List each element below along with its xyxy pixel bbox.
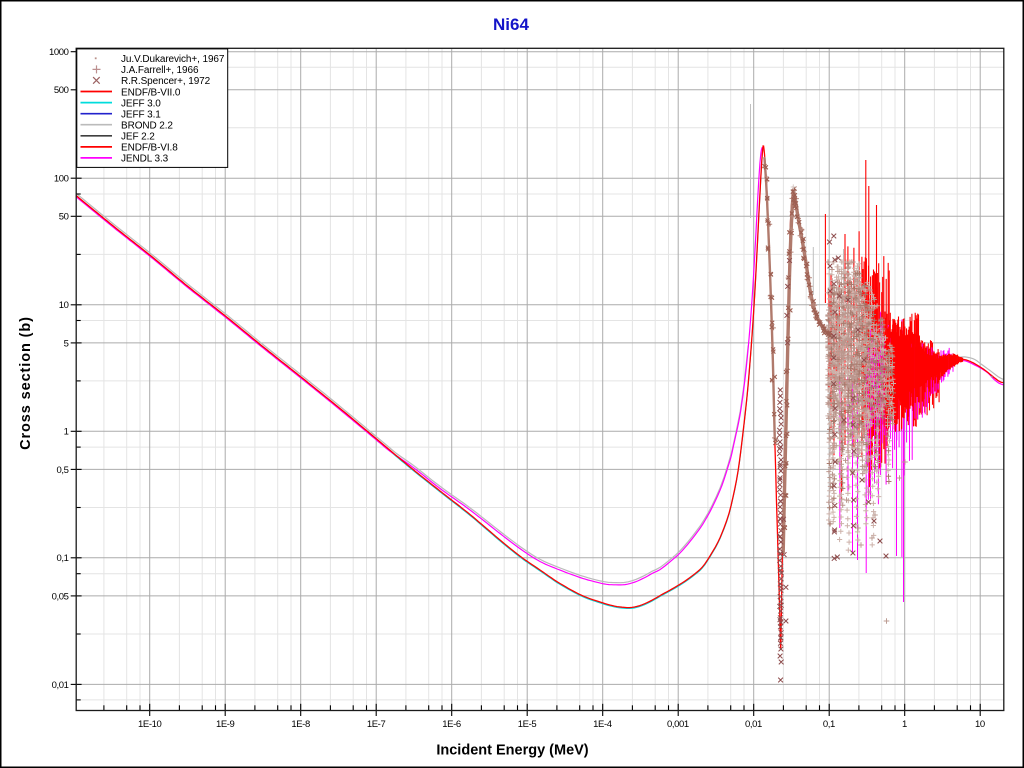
svg-text:10: 10 bbox=[975, 719, 985, 730]
svg-text:ENDF/B-VI.8: ENDF/B-VI.8 bbox=[121, 143, 178, 154]
svg-text:1E-6: 1E-6 bbox=[442, 719, 461, 730]
svg-text:0,01: 0,01 bbox=[52, 680, 69, 691]
svg-text:100: 100 bbox=[54, 174, 69, 185]
svg-text:1E-10: 1E-10 bbox=[138, 719, 161, 730]
svg-text:0,1: 0,1 bbox=[823, 719, 835, 730]
svg-text:JEF 2.2: JEF 2.2 bbox=[121, 132, 155, 143]
svg-text:1E-8: 1E-8 bbox=[291, 719, 310, 730]
svg-text:0,1: 0,1 bbox=[56, 553, 68, 564]
svg-text:1E-4: 1E-4 bbox=[593, 719, 612, 730]
svg-text:Ni64: Ni64 bbox=[493, 15, 529, 34]
svg-text:JENDL 3.3: JENDL 3.3 bbox=[121, 154, 169, 165]
svg-text:500: 500 bbox=[54, 85, 69, 96]
svg-text:Incident Energy (MeV): Incident Energy (MeV) bbox=[436, 743, 588, 759]
svg-text:R.R.Spencer+, 1972: R.R.Spencer+, 1972 bbox=[121, 76, 211, 87]
svg-text:1E-5: 1E-5 bbox=[518, 719, 537, 730]
svg-text:1: 1 bbox=[64, 427, 69, 438]
svg-text:1E-7: 1E-7 bbox=[367, 719, 386, 730]
svg-text:ENDF/B-VII.0: ENDF/B-VII.0 bbox=[121, 87, 181, 98]
svg-text:1000: 1000 bbox=[49, 47, 69, 58]
svg-text:Cross section (b): Cross section (b) bbox=[18, 316, 34, 450]
svg-text:0,01: 0,01 bbox=[745, 719, 762, 730]
svg-text:5: 5 bbox=[64, 338, 69, 349]
svg-text:JEFF 3.0: JEFF 3.0 bbox=[121, 98, 161, 109]
svg-text:0,5: 0,5 bbox=[56, 465, 68, 476]
svg-text:50: 50 bbox=[59, 212, 69, 223]
svg-text:0,05: 0,05 bbox=[52, 591, 69, 602]
svg-text:J.A.Farrell+, 1966: J.A.Farrell+, 1966 bbox=[121, 65, 199, 76]
svg-text:BROND 2.2: BROND 2.2 bbox=[121, 121, 173, 132]
svg-text:1: 1 bbox=[902, 719, 907, 730]
svg-text:Ju.V.Dukarevich+, 1967: Ju.V.Dukarevich+, 1967 bbox=[121, 54, 225, 65]
svg-text:1E-9: 1E-9 bbox=[216, 719, 235, 730]
svg-text:10: 10 bbox=[59, 300, 69, 311]
svg-text:0,001: 0,001 bbox=[667, 719, 689, 730]
svg-text:JEFF 3.1: JEFF 3.1 bbox=[121, 110, 161, 121]
